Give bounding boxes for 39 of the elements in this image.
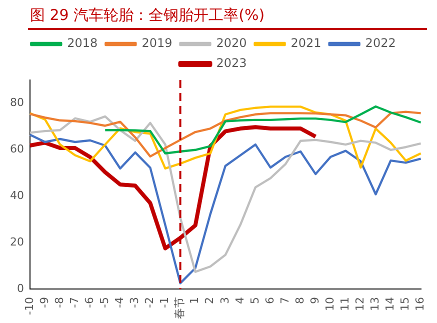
x-tick-label: -10 (22, 297, 36, 315)
y-tick-label: 40 (10, 188, 24, 202)
x-tick-label: -7 (68, 297, 81, 308)
y-tick-label: 60 (10, 142, 24, 156)
x-tick-label: 1 (188, 297, 202, 304)
x-tick-label: -8 (52, 297, 66, 308)
y-tick-label: 0 (16, 282, 24, 295)
y-tick-label: 80 (10, 96, 24, 110)
legend-label: 2019 (142, 36, 172, 50)
x-tick-label: 16 (414, 297, 427, 311)
x-tick-label: -3 (128, 297, 142, 308)
x-tick-label: -4 (113, 297, 126, 308)
legend-label: 2023 (216, 56, 247, 70)
x-tick-label: 8 (293, 297, 306, 304)
x-tick-label: 2 (203, 297, 216, 304)
x-tick-label: 10 (323, 297, 336, 311)
x-tick-label: 14 (384, 297, 397, 311)
x-tick-label: -1 (158, 297, 172, 308)
x-tick-label: 13 (368, 297, 382, 311)
x-tick-label: 9 (308, 297, 322, 304)
x-tick-label: 7 (278, 297, 292, 304)
legend-label: 2022 (365, 36, 396, 50)
legend-label: 2021 (290, 36, 322, 50)
y-tick-label: 20 (10, 235, 24, 248)
x-tick-label: 4 (233, 297, 246, 304)
x-tick-label: 15 (398, 297, 412, 311)
legend-label: 2018 (67, 36, 98, 50)
x-tick-label: -6 (82, 297, 96, 308)
x-tick-label: 3 (218, 297, 232, 304)
x-tick-label: 5 (248, 297, 262, 304)
x-tick-label: -5 (98, 297, 112, 308)
chart-title: 图 29 汽车轮胎：全钢胎开工率(%) (28, 0, 427, 30)
legend-label: 2020 (216, 36, 247, 50)
x-tick-label: 12 (354, 297, 367, 311)
x-tick-label: -2 (143, 297, 156, 308)
x-tick-label: 6 (263, 297, 276, 304)
x-tick-label: 11 (338, 297, 352, 311)
x-tick-label: -9 (38, 297, 51, 308)
x-tick-label: 春节 (173, 297, 186, 319)
